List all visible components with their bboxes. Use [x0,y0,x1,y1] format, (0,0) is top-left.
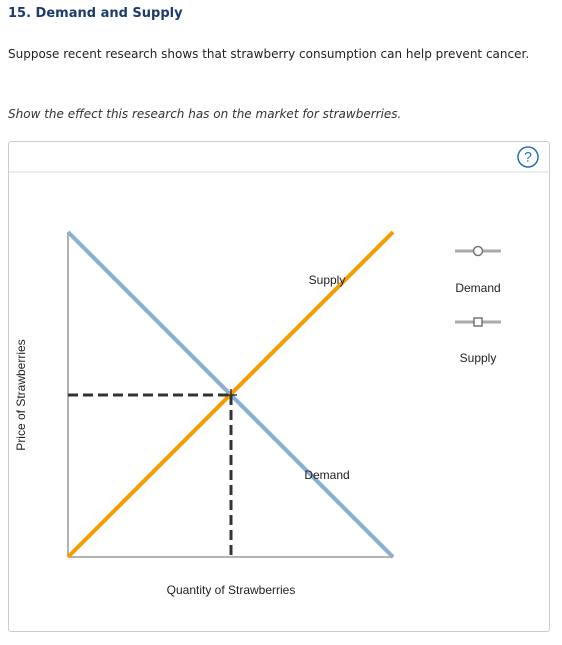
question-text: Suppose recent research shows that straw… [8,47,530,61]
x-axis-label: Quantity of Strawberries [167,583,296,597]
legend-label: Supply [460,351,497,365]
supply-label: Supply [309,273,346,287]
question-title: 15. Demand and Supply [8,6,183,21]
help-button[interactable] [517,146,539,168]
demand-label: Demand [304,468,349,482]
instruction: Show the effect this research has on the… [8,107,402,121]
equilibrium-point[interactable] [225,389,237,401]
legend-supply-marker[interactable] [473,317,483,327]
legend-label: Demand [455,281,500,295]
legend-demand-marker[interactable] [472,245,484,257]
graph-panel [8,141,550,632]
y-axis-label: Price of Strawberries [14,339,28,450]
help-icon[interactable]: ? [524,149,532,165]
